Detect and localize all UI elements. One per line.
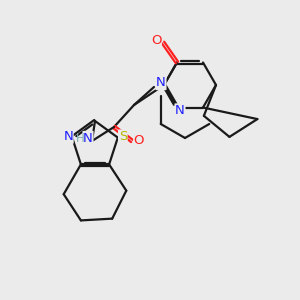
Text: O: O: [134, 134, 144, 148]
Text: H: H: [76, 131, 84, 145]
Text: O: O: [151, 34, 161, 47]
Text: N: N: [156, 76, 166, 89]
Text: N: N: [175, 104, 185, 117]
Text: S: S: [118, 130, 127, 143]
Text: N: N: [83, 131, 93, 145]
Text: N: N: [63, 130, 73, 143]
